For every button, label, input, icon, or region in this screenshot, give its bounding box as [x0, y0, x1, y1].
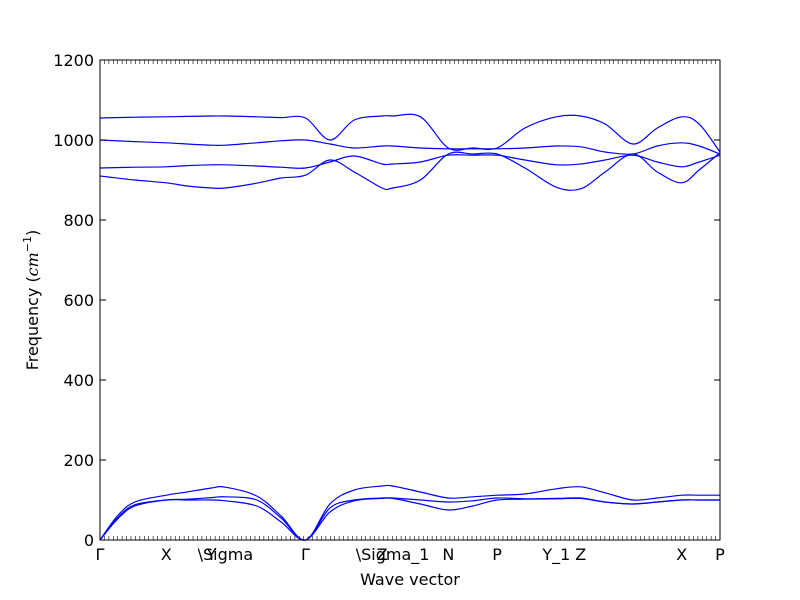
x-tick-label: X	[161, 545, 172, 564]
y-axis-unit-exponent: −1	[21, 236, 34, 252]
band-line-6	[99, 496, 720, 541]
y-axis-title: Frequency (cm−1)	[21, 230, 42, 371]
y-axis-ticks: 0 200 400 600 800 1000 1200	[53, 51, 720, 550]
x-tick-label: P	[715, 545, 725, 564]
x-minor-ticks	[99, 60, 721, 540]
x-tick-label: P	[492, 545, 502, 564]
x-tick-label: Y	[206, 545, 217, 564]
y-tick-label: 200	[63, 451, 94, 470]
x-axis-title: Wave vector	[360, 570, 460, 589]
x-tick-label: X	[676, 545, 687, 564]
y-tick-label: 600	[63, 291, 94, 310]
x-tick-label: Γ	[301, 545, 310, 564]
band-line-1	[99, 113, 721, 153]
x-tick-label: Z	[377, 545, 388, 564]
y-tick-label: 1200	[53, 51, 94, 70]
band-lines	[99, 113, 721, 541]
x-tick-label: Γ	[96, 545, 105, 564]
x-tick-label: Z	[575, 545, 586, 564]
y-axis-unit-open: (	[23, 276, 42, 287]
y-tick-label: 800	[63, 211, 94, 230]
y-axis-unit-close: )	[23, 230, 42, 236]
band-line-3	[99, 154, 721, 169]
y-axis-unit: cm	[23, 252, 42, 276]
band-line-5	[99, 484, 720, 541]
y-tick-label: 0	[84, 531, 94, 550]
x-tick-label: N	[442, 545, 454, 564]
x-axis-ticks: Γ X Y\Sigma Γ Z\Sigma_1 N P Y_1 Z X P	[96, 545, 726, 565]
x-tick-label: Y_1	[541, 545, 570, 565]
x-tick-label: \Sigma_1	[356, 545, 430, 565]
x-tick-label: \Sigma	[198, 545, 254, 564]
plot-frame	[99, 59, 721, 541]
band-line-4	[99, 151, 721, 191]
y-tick-label: 400	[63, 371, 94, 390]
band-line-7	[99, 497, 720, 541]
y-axis-title-text: Frequency	[23, 288, 42, 371]
y-tick-label: 1000	[53, 131, 94, 150]
